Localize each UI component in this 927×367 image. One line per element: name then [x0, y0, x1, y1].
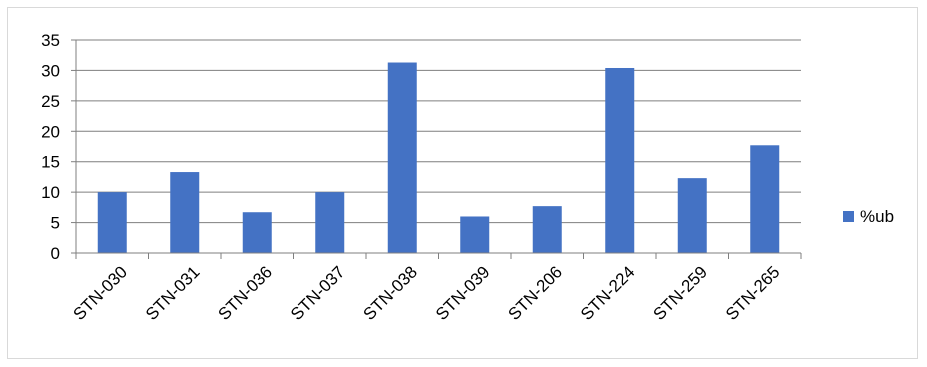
y-tick-label: 10 [41, 183, 60, 202]
bar-stn-038 [387, 62, 417, 253]
x-tick-label: STN-039 [432, 262, 494, 324]
y-tick-label: 25 [41, 92, 60, 111]
axes [71, 39, 802, 259]
x-tick-label: STN-030 [70, 262, 132, 324]
legend-swatch [843, 211, 854, 222]
y-tick-label: 20 [41, 122, 60, 141]
x-tick-label: STN-031 [142, 262, 204, 324]
x-tick-label: STN-206 [505, 262, 567, 324]
y-tick-label: 35 [41, 31, 60, 50]
bar-stn-037 [315, 192, 345, 253]
bar-stn-030 [97, 192, 127, 253]
bar-stn-039 [460, 216, 490, 253]
bar-stn-259 [677, 178, 707, 253]
x-tick-label: STN-037 [287, 262, 349, 324]
x-tick-label: STN-259 [650, 262, 712, 324]
x-tick-label: STN-265 [722, 262, 784, 324]
y-tick-label: 15 [41, 153, 60, 172]
y-tick-label: 0 [51, 244, 60, 263]
x-tick-label: STN-038 [360, 262, 422, 324]
bar-stn-036 [242, 212, 272, 253]
legend-label: %ub [860, 207, 894, 226]
bar-stn-224 [605, 67, 635, 253]
y-tick-label: 30 [41, 61, 60, 80]
legend: %ub [843, 207, 894, 226]
bar-stn-031 [170, 172, 200, 253]
x-tick-label: STN-224 [577, 262, 639, 324]
x-tick-label: STN-036 [215, 262, 277, 324]
bar-stn-206 [532, 206, 562, 253]
y-tick-label: 5 [51, 214, 60, 233]
bar-stn-265 [750, 145, 780, 253]
bars [97, 62, 780, 253]
